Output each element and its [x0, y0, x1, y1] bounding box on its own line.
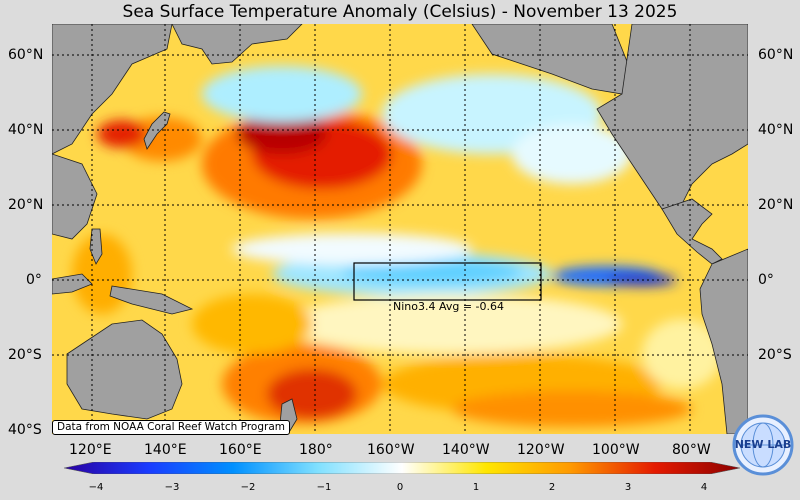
colorbar-tick: −2	[240, 482, 256, 493]
colorbar-tick: 3	[624, 482, 632, 493]
lon-label-160e: 160°E	[219, 442, 262, 458]
lon-label-80w: 80°W	[672, 442, 711, 458]
lat-label-40s-left: 40°S	[8, 422, 42, 438]
colorbar-tick: −1	[316, 482, 332, 493]
lat-label-0-left: 0°	[26, 272, 42, 288]
land	[52, 24, 748, 434]
colorbar-tick: −4	[88, 482, 104, 493]
lon-label-180: 180°	[299, 442, 333, 458]
logo-text: NEW LAB	[735, 438, 792, 451]
nino34-label: Nino3.4 Avg = -0.64	[393, 300, 505, 313]
lon-label-140w: 140°W	[442, 442, 490, 458]
lon-label-120w: 120°W	[517, 442, 565, 458]
map-svg	[52, 24, 748, 434]
lat-label-60n-left: 60°N	[8, 47, 44, 63]
lat-label-20s-right: 20°S	[758, 347, 792, 363]
globe-logo-icon: NEW LAB	[732, 414, 794, 476]
colorbar-tick: 4	[700, 482, 708, 493]
graticule	[52, 24, 748, 434]
lon-label-120e: 120°E	[69, 442, 112, 458]
lon-label-140e: 140°E	[144, 442, 187, 458]
colorbar	[64, 462, 740, 474]
colorbar-tick: −3	[164, 482, 180, 493]
data-credit: Data from NOAA Coral Reef Watch Program	[52, 420, 290, 435]
colorbar-tick: 0	[396, 482, 404, 493]
lat-label-0-right: 0°	[758, 272, 774, 288]
sst-anomaly-map	[52, 24, 748, 434]
lat-label-40n-right: 40°N	[758, 122, 794, 138]
lat-label-20n-left: 20°N	[8, 197, 44, 213]
map-title: Sea Surface Temperature Anomaly (Celsius…	[122, 2, 678, 22]
lat-label-40n-left: 40°N	[8, 122, 44, 138]
lat-label-20n-right: 20°N	[758, 197, 794, 213]
lat-label-20s-left: 20°S	[8, 347, 42, 363]
lon-label-160w: 160°W	[367, 442, 415, 458]
nino34-box	[353, 262, 542, 301]
lon-label-100w: 100°W	[592, 442, 640, 458]
colorbar-tick: 2	[548, 482, 556, 493]
colorbar-tick: 1	[472, 482, 480, 493]
lat-label-60n-right: 60°N	[758, 47, 794, 63]
